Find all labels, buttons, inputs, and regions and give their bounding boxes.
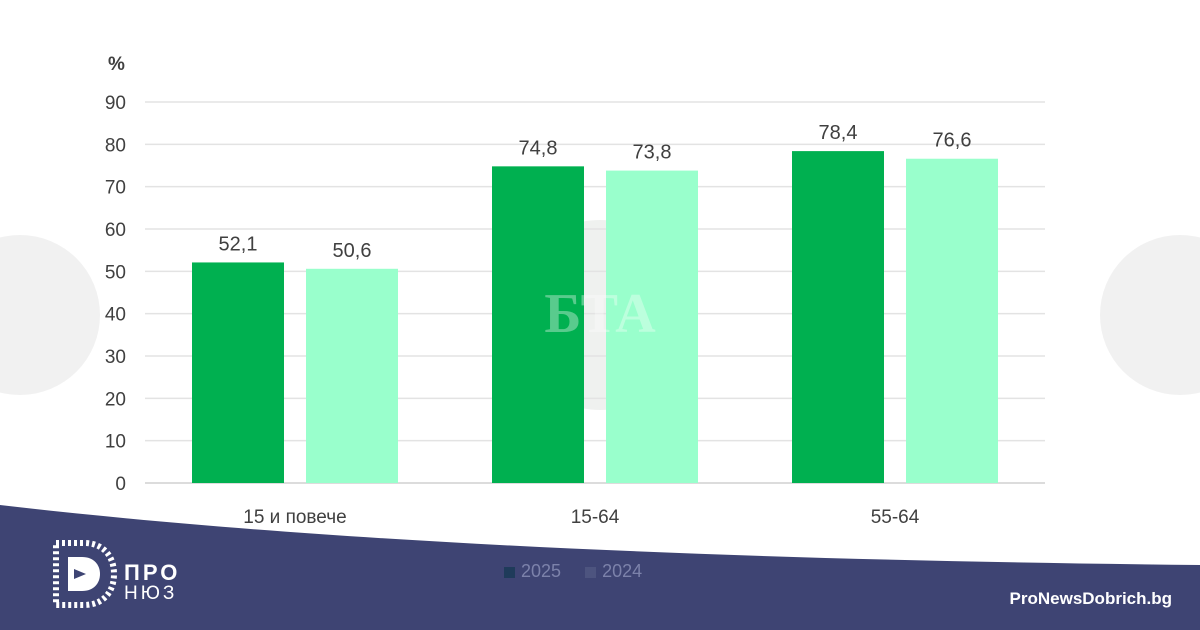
y-tick-label: 90 — [105, 93, 126, 114]
bar-2025-1 — [492, 166, 584, 483]
y-tick-label: 70 — [105, 178, 126, 199]
data-label: 76,6 — [933, 130, 972, 152]
bar-2024-0 — [306, 268, 398, 483]
legend-swatch-2024 — [585, 566, 597, 578]
gridlines — [145, 101, 1045, 484]
y-tick-label: 50 — [105, 262, 126, 283]
x-tick-label: 15-64 — [571, 507, 620, 528]
y-tick-label: 20 — [105, 389, 126, 410]
y-axis-label: % — [108, 54, 125, 75]
bar-2025-0 — [192, 262, 284, 483]
data-label: 73,8 — [633, 142, 672, 164]
y-tick-label: 10 — [105, 432, 126, 453]
legend: 2025 2024 — [504, 561, 642, 582]
data-label: 52,1 — [219, 233, 258, 255]
y-tick-label: 60 — [105, 220, 126, 241]
x-tick-label: 55-64 — [871, 507, 920, 528]
y-tick-label: 30 — [105, 347, 126, 368]
bar-2024-2 — [906, 158, 998, 483]
x-axis: 15 и повече 15-64 55-64 — [243, 507, 919, 528]
data-label: 50,6 — [333, 240, 372, 262]
bar-2024-1 — [606, 170, 698, 483]
legend-label-2024: 2024 — [602, 561, 643, 581]
bars: 52,1 50,6 74,8 73,8 78,4 76,6 — [192, 122, 998, 483]
y-tick-label: 80 — [105, 135, 126, 156]
watermark-text: БТА — [544, 283, 656, 345]
data-label: 74,8 — [519, 137, 558, 159]
x-tick-label: 15 и повече — [243, 507, 346, 528]
y-tick-label: 40 — [105, 305, 126, 326]
legend-swatch-2025 — [504, 566, 515, 578]
y-tick-label: 0 — [115, 474, 126, 495]
data-label: 78,4 — [819, 122, 858, 144]
y-axis: 0 10 20 30 40 50 60 70 80 90 — [105, 93, 126, 495]
legend-label-2025: 2025 — [521, 561, 562, 581]
footer-wave — [0, 505, 1200, 630]
bar-2025-2 — [792, 151, 884, 483]
